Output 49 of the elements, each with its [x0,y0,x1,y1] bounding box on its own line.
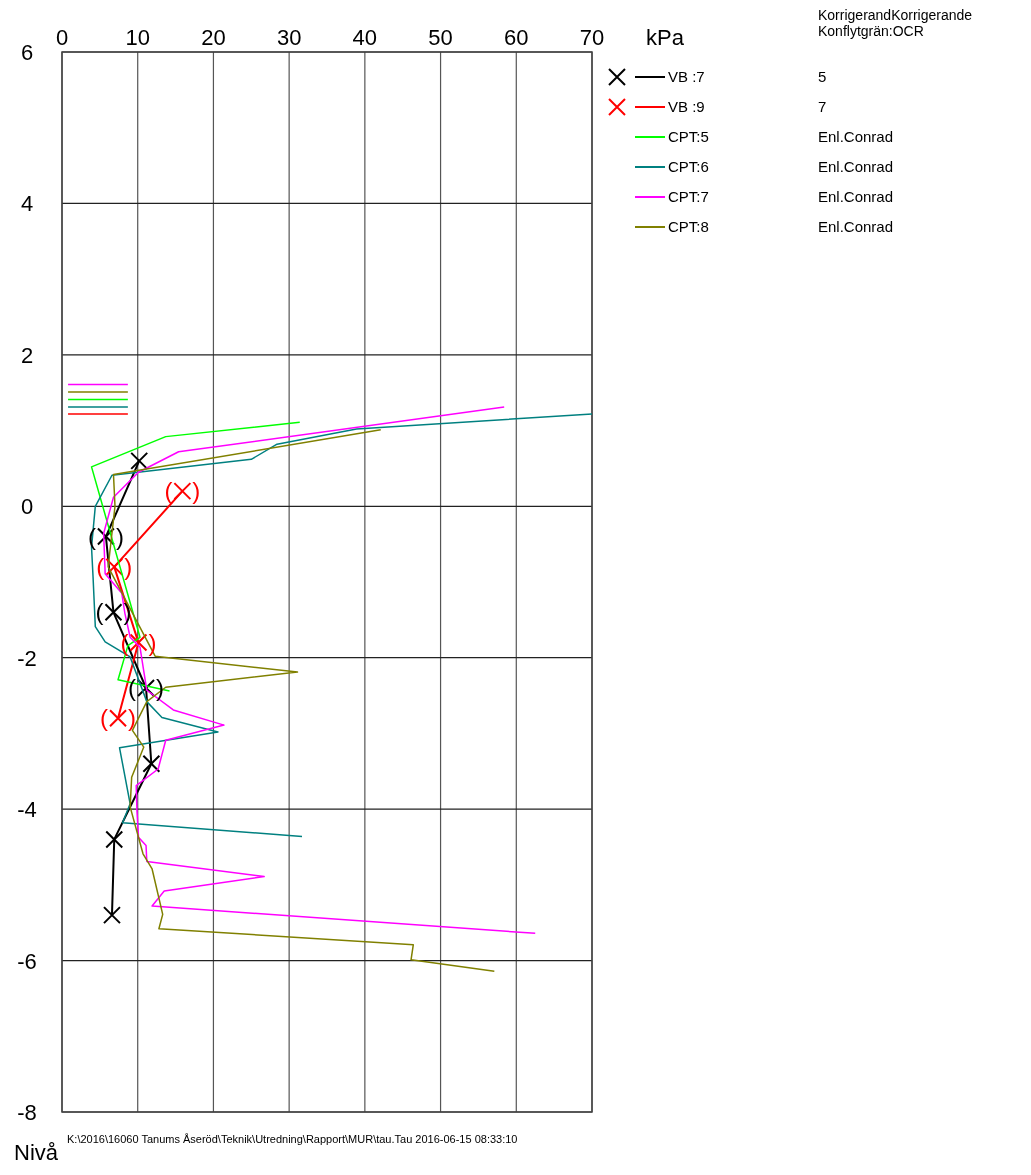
x-tick-label: 50 [428,25,453,50]
point [173,482,192,501]
point [105,557,124,576]
x-tick-label: 30 [276,25,302,50]
text: Enl.Conrad [818,158,894,175]
point [130,451,149,470]
text: Enl.Conrad [818,218,894,235]
point [104,603,123,622]
y-tick-label: 6 [20,40,34,65]
x-tick-label: 70 [579,25,605,50]
point [142,754,161,773]
line-series [90,413,593,838]
y-tick-label: -4 [17,797,37,823]
text: 5 [818,68,827,85]
x-tick-label: 40 [352,25,378,50]
y-tick-label: 2 [20,342,34,368]
legend-label: CPT:7 [668,188,709,205]
y-axis-title: Nivå [14,1140,59,1165]
line-series [102,406,536,935]
line-series [107,429,496,972]
x-axis-title: kPa [646,25,685,50]
x-tick-label: 60 [504,25,529,50]
text: 7 [818,98,827,115]
y-tick-label: 4 [20,191,34,217]
text: Enl.Conrad [818,188,894,205]
annotation: ( ) [96,552,133,580]
text: Konflytgrän:OCR [818,23,924,39]
x-tick-label: 10 [125,25,150,50]
point [96,527,115,546]
text: KorrigerandKorrigerande [818,7,973,23]
point [129,633,148,652]
legend-label: CPT:5 [668,128,709,145]
legend-label: CPT:8 [668,218,709,235]
point [109,709,128,728]
legend-label: VB :7 [668,68,705,85]
point [105,830,124,849]
y-tick-label: 0 [20,494,34,520]
legend-label: VB :9 [668,98,705,115]
x-tick-label: 0 [55,25,69,50]
annotation: ( ) [100,704,137,732]
legend-label: CPT:6 [668,158,709,175]
x-tick-label: 20 [201,25,226,50]
y-tick-label: -2 [17,645,37,671]
y-tick-label: -6 [17,948,37,974]
text: K:\2016\16060 Tanums Åseröd\Teknik\Utredning\Rapport\MUR\tau.Tau 2016-06-15 08:33:10 [67,1133,518,1145]
text: Enl.Conrad [818,128,894,145]
y-tick-label: -8 [17,1100,37,1125]
annotation: ( ) [164,477,201,505]
point [102,906,121,925]
